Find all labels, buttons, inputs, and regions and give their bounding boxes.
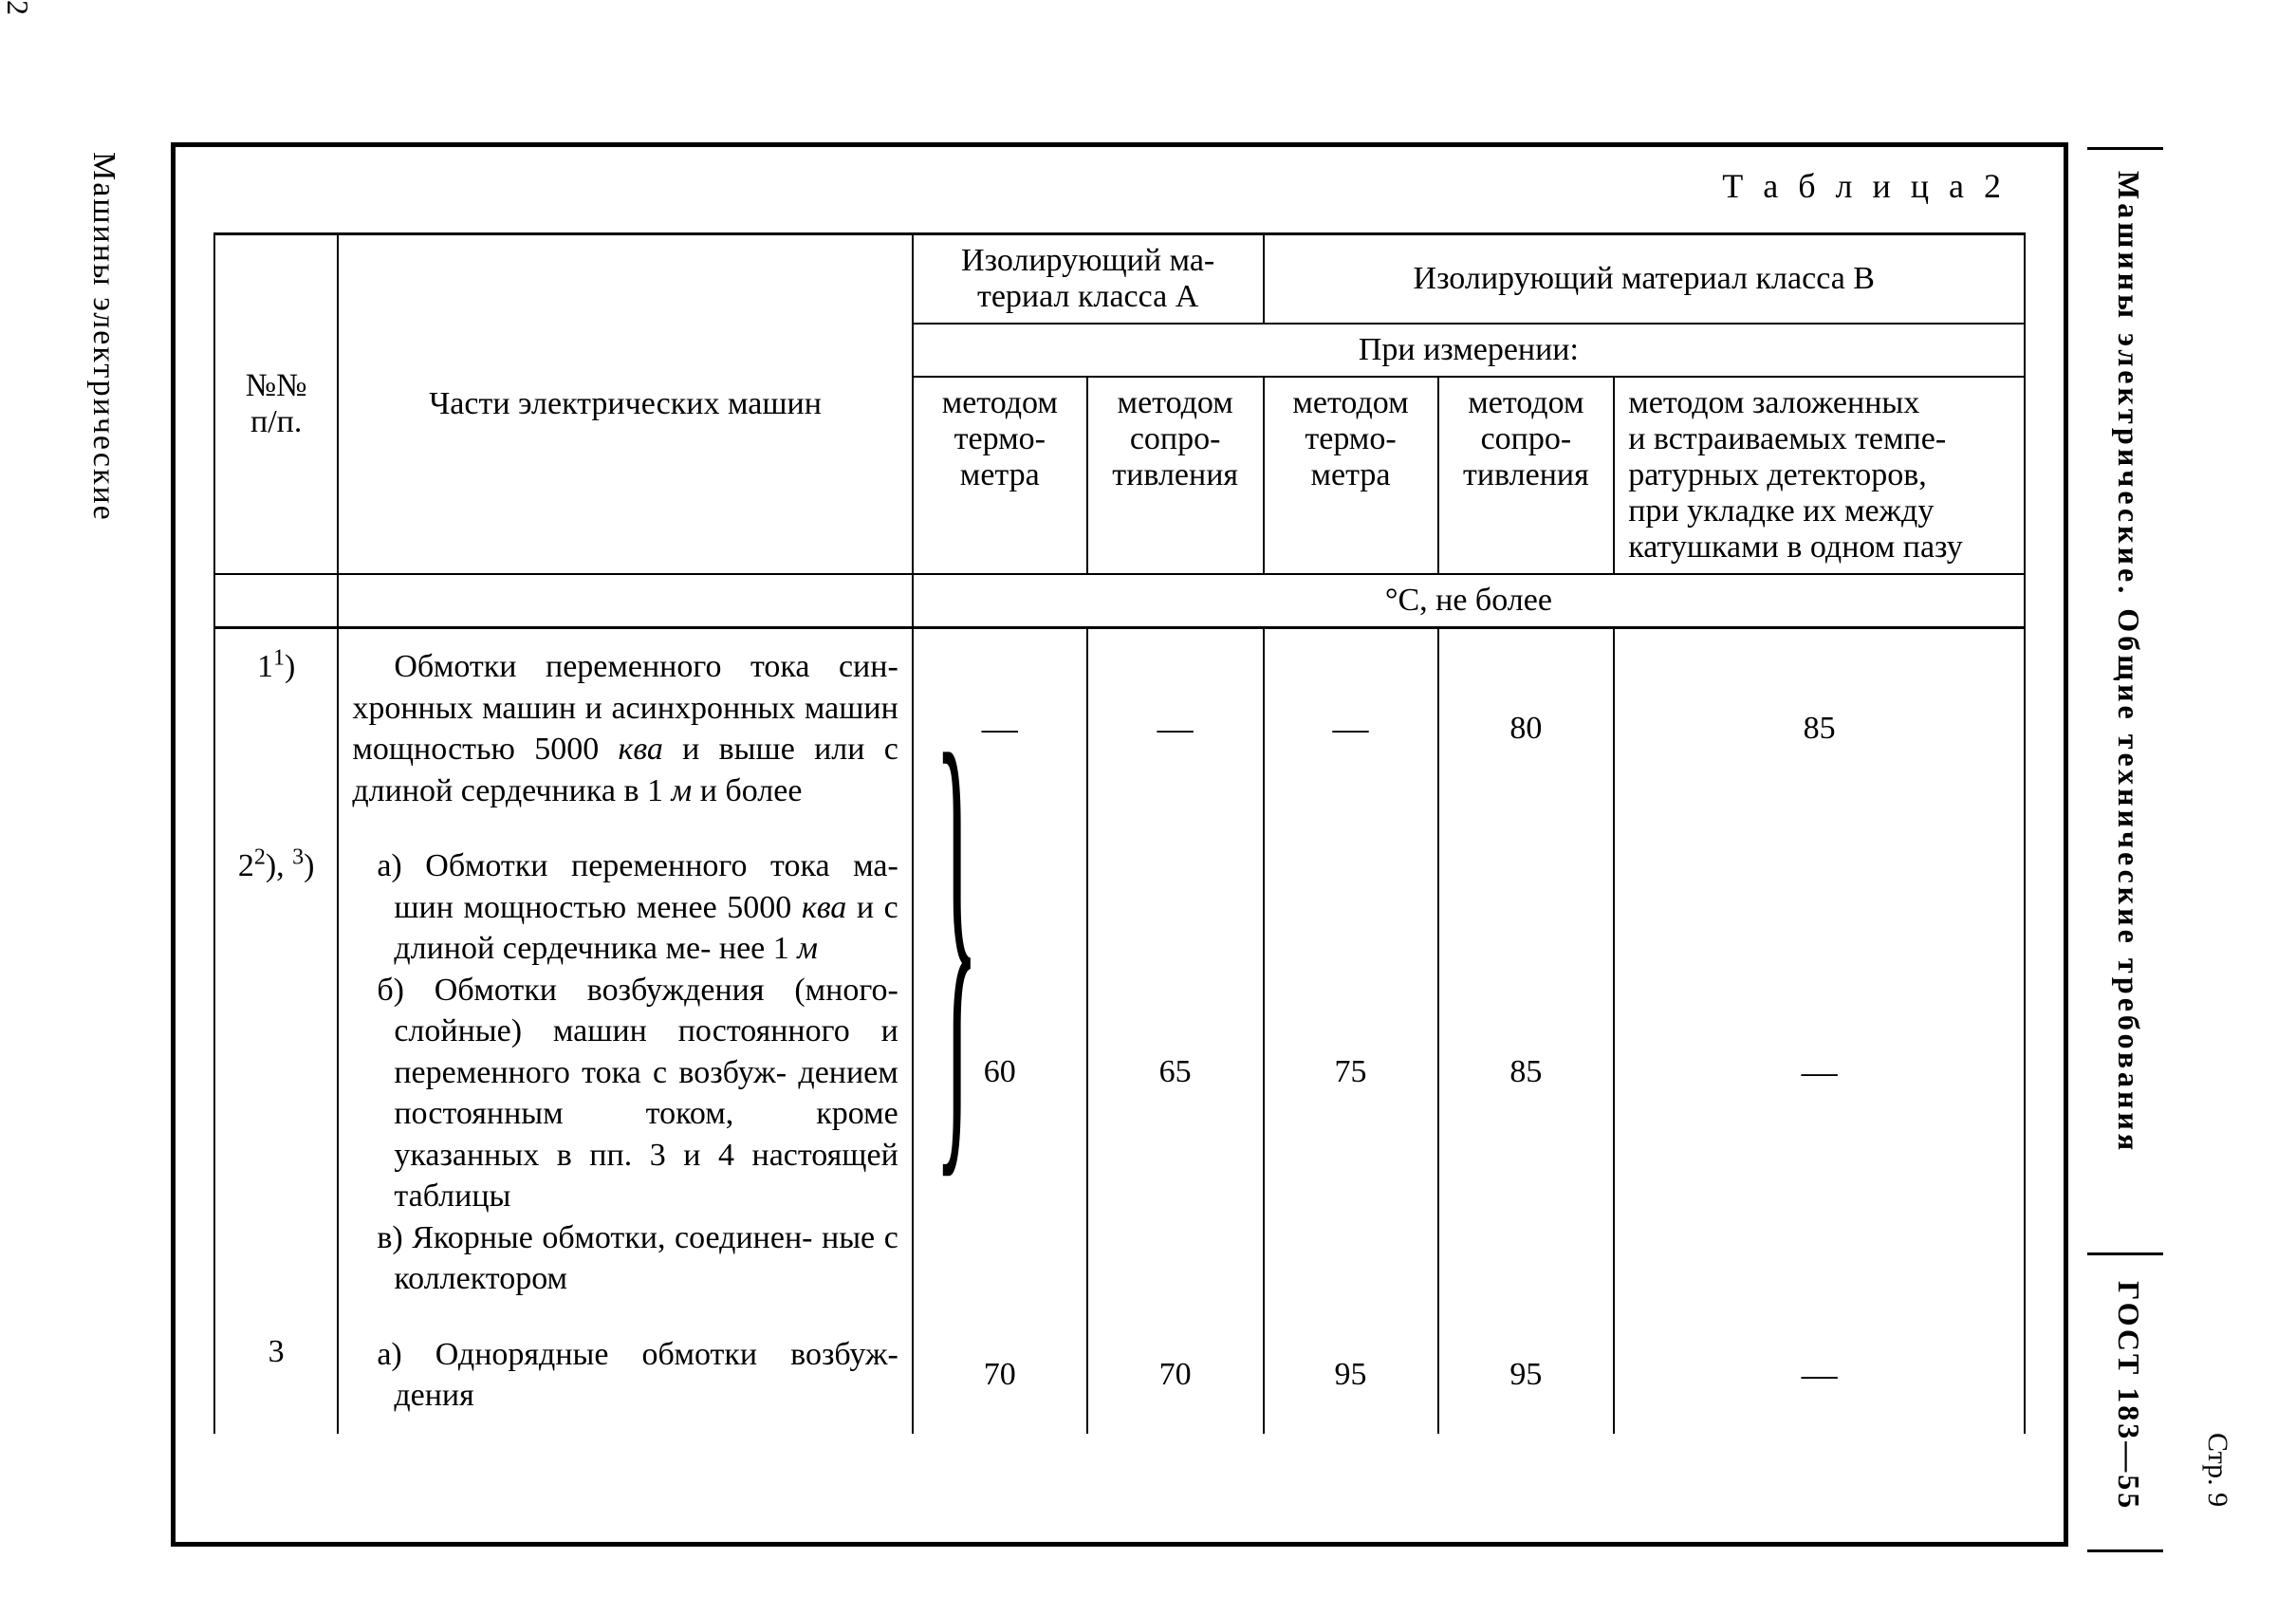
row2-item-b: б) Обмотки возбуждения (много- слойные) … (352, 970, 898, 1217)
cell-value: 85 (1438, 828, 1615, 1317)
cell-value: — (1614, 828, 2025, 1317)
table-row: 22), 3) а) Обмотки переменного тока ма- … (214, 828, 2025, 1317)
header-b3-text: методом заложенных и встраиваемых темпе-… (1628, 385, 1963, 565)
left-margin-label: Машины электрические (85, 152, 121, 522)
row2-item-a: а) Обмотки переменного тока ма- шин мощн… (352, 845, 898, 970)
cell-value: — (1087, 628, 1264, 829)
row2-item-v: в) Якорные обмотки, соединен- ные с колл… (352, 1217, 898, 1300)
header-a1: методом термо- метра (913, 377, 1087, 574)
row-number-text: 11) (257, 649, 295, 684)
row3-item-a: а) Однорядные обмотки возбуж- дения (352, 1334, 898, 1417)
header-b2-text: методом сопро- тивления (1463, 385, 1589, 492)
row1-para: Обмотки переменного тока син- хронных ма… (352, 646, 898, 811)
row-description: а) Обмотки переменного тока ма- шин мощн… (338, 828, 912, 1317)
header-b1: методом термо- метра (1264, 377, 1438, 574)
row-number-text: 22), 3) (238, 848, 315, 883)
table-row: 3 а) Однорядные обмотки возбуж- дения 70… (214, 1317, 2025, 1434)
cell-value: — (913, 628, 1087, 829)
header-measurement-text: При измерении: (1359, 332, 1579, 367)
header-desc-text: Части электрических машин (429, 386, 822, 421)
cell-value: 65 (1087, 828, 1264, 1317)
table-frame: Т а б л и ц а 2 №№ п/п. Части электричес… (171, 142, 2068, 1547)
row-number: 11) (214, 628, 338, 829)
right-margin-divider (2087, 1252, 2163, 1255)
main-table: №№ п/п. Части электрических машин Изолир… (213, 232, 2026, 1434)
row-number: 3 (214, 1317, 338, 1434)
right-margin-gost: ГОСТ 183—55 (2111, 1281, 2146, 1511)
header-units-text: °С, не более (1385, 583, 1552, 618)
header-group-a: Изолирующий ма- териал класса А (913, 234, 1264, 325)
row-description: а) Однорядные обмотки возбуж- дения (338, 1317, 912, 1434)
header-b2: методом сопро- тивления (1438, 377, 1615, 574)
cell-value: 85 (1614, 628, 2025, 829)
row-description: Обмотки переменного тока син- хронных ма… (338, 628, 912, 829)
cell-value: 95 (1438, 1317, 1615, 1434)
header-group-b: Изолирующий материал класса В (1264, 234, 2026, 325)
table-header-row-4: °С, не более (214, 574, 2025, 628)
cell-value: 60 (913, 828, 1087, 1317)
table-row: 11) Обмотки переменного тока син- хронны… (214, 628, 2025, 829)
header-a2-text: методом сопро- тивления (1112, 385, 1238, 492)
header-group-a-text: Изолирующий ма- териал класса А (961, 243, 1214, 314)
header-units: °С, не более (913, 574, 2025, 628)
table-header-row-1: №№ п/п. Части электрических машин Изолир… (214, 234, 2025, 325)
left-margin-page-number: 2 (0, 0, 35, 15)
header-b3: методом заложенных и встраиваемых темпе-… (1614, 377, 2025, 574)
row-number: 22), 3) (214, 828, 338, 1317)
cell-value: 80 (1438, 628, 1615, 829)
header-b1-text: методом термо- метра (1292, 385, 1408, 492)
header-num: №№ п/п. (214, 234, 338, 575)
cell-value: 70 (913, 1317, 1087, 1434)
page-number-label: Стр. 9 (2201, 1433, 2233, 1507)
header-group-b-text: Изолирующий материал класса В (1414, 261, 1875, 296)
cell-value: 70 (1087, 1317, 1264, 1434)
cell-value: — (1614, 1317, 2025, 1434)
page: 2 Машины электрические Машины электричес… (0, 0, 2296, 1614)
right-margin-title: Машины электрические. Общие технические … (2111, 171, 2146, 1154)
row-number-text: 3 (268, 1334, 285, 1369)
cell-value: 75 (1264, 828, 1438, 1317)
header-num-text: №№ п/п. (246, 368, 307, 439)
cell-value: 95 (1264, 1317, 1438, 1434)
header-a2: методом сопро- тивления (1087, 377, 1264, 574)
header-desc: Части электрических машин (338, 234, 912, 575)
cell-value: — (1264, 628, 1438, 829)
table-title: Т а б л и ц а 2 (1722, 166, 2007, 206)
header-measurement-span: При измерении: (913, 324, 2025, 377)
header-a1-text: методом термо- метра (942, 385, 1058, 492)
